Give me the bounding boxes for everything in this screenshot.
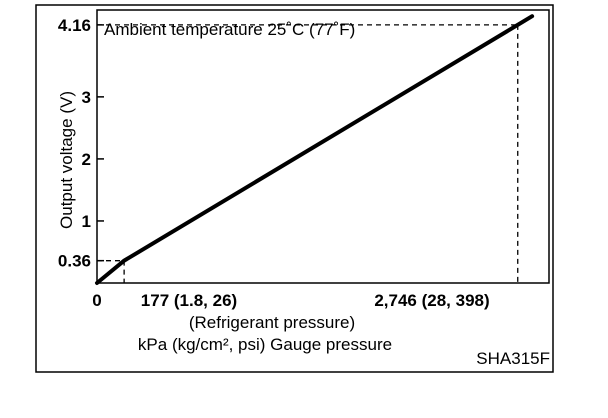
x-axis-label: (Refrigerant pressure) xyxy=(189,313,355,332)
y-tick-label-4: 4.16 xyxy=(58,16,91,35)
x-tick-labels: 0 177 (1.8, 26) 2,746 (28, 398) xyxy=(92,291,489,310)
x-tick-label-0: 0 xyxy=(92,291,101,310)
series-line-0 xyxy=(95,14,535,285)
plot-frame xyxy=(96,9,550,284)
y-axis-label: Output voltage (V) xyxy=(57,91,76,229)
y-tick-label-1: 1 xyxy=(82,212,91,231)
figure-frame xyxy=(35,4,554,373)
y-tick-label-2: 2 xyxy=(82,150,91,169)
x-tick-label-2: 2,746 (28, 398) xyxy=(374,291,489,310)
series-group xyxy=(95,14,535,285)
chart-title: Ambient temperature 25˚C (77˚F) xyxy=(104,20,355,39)
axis-ticks xyxy=(97,24,104,262)
y-tick-label-3: 3 xyxy=(82,88,91,107)
figure-code: SHA315F xyxy=(476,349,550,368)
y-tick-label-0: 0.36 xyxy=(58,252,91,271)
y-tick-labels: 0.36 1 2 3 4.16 xyxy=(58,16,91,271)
x-tick-label-1: 177 (1.8, 26) xyxy=(141,291,237,310)
x-axis-units: kPa (kg/cm², psi) Gauge pressure xyxy=(138,335,392,354)
